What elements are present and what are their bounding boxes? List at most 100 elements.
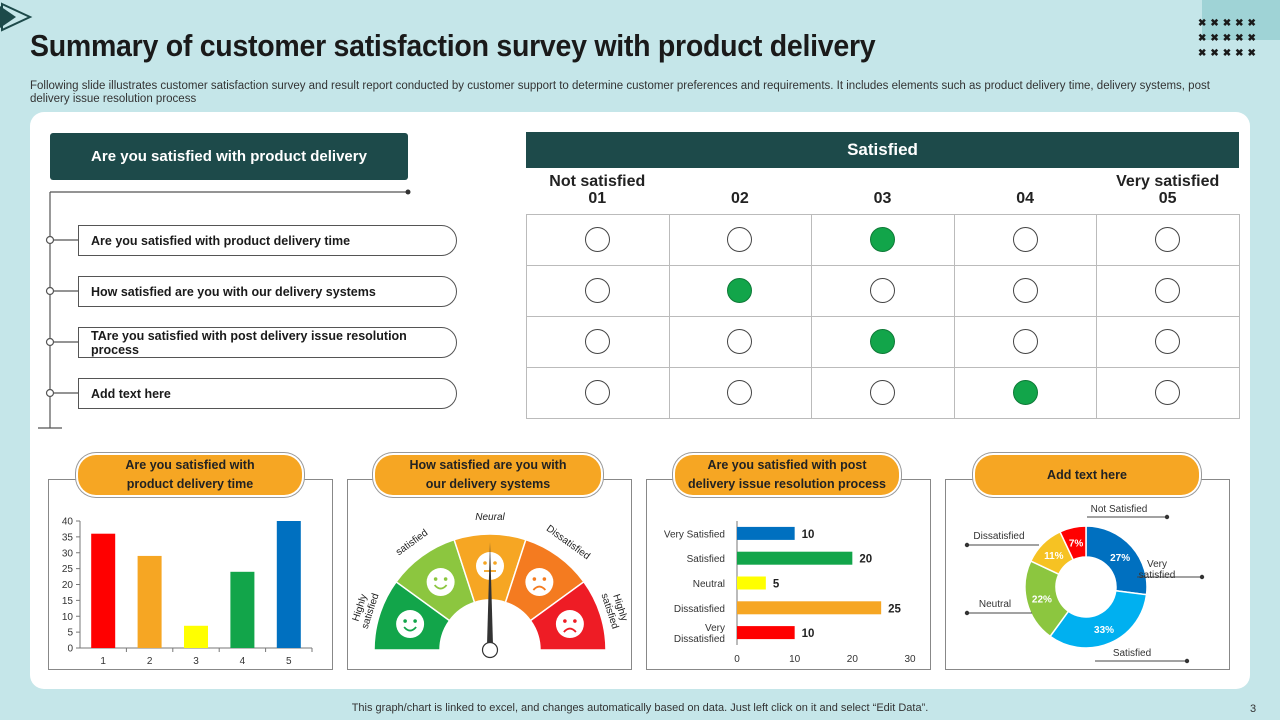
radio-selected[interactable] [1012,380,1038,405]
scale-label-text: Not satisfied [549,173,646,190]
scale-label-text: Very satisfied [1116,173,1220,190]
slice-label: Dissatisfied [973,531,1024,542]
radio-option[interactable] [727,380,753,405]
hbar-chart-pill: Are you satisfied with post delivery iss… [675,455,899,495]
x-tick-label: 4 [240,656,246,667]
x-tick-label: 5 [286,656,292,667]
category-label: Satisfied [687,554,725,565]
scale-number: 01 [588,190,607,207]
data-label: 10 [802,529,815,541]
radio-option[interactable] [1012,329,1038,354]
radio-option[interactable] [1155,380,1181,405]
radio-selected[interactable] [870,227,895,252]
horizontal-bar-chart: 10 Very Satisfied 20 Satisfied 5 Neutral 25 Dis… [664,521,916,665]
donut-chart: 27% 33% 22% 11% 7% Very satisfied Satisfied Neut… [964,504,1205,664]
radio-option[interactable] [584,278,610,303]
donut-chart-pill: Add text here [975,455,1199,495]
connector-node [45,388,55,398]
face-sad-icon [555,610,584,639]
y-tick-label: 20 [62,580,74,591]
donut-slice [1049,589,1148,649]
bar-chart-pill: Are you satisfied with product delivery … [78,455,302,495]
category-label: Neutral [693,579,725,590]
radio-option[interactable] [870,380,895,405]
question-item: Add text here [78,378,457,409]
category-label: Very Satisfied [664,529,725,540]
x-tick-label: 0 [734,654,740,665]
question-item: TAre you satisfied with post delivery is… [78,327,457,358]
radio-option[interactable] [1155,278,1181,303]
page-title: Summary of customer satisfaction survey … [30,28,876,63]
gauge-pill: How satisfied are you with our delivery … [375,455,601,495]
bar [184,625,208,648]
slice-label: Very satisfied [1139,559,1176,581]
gauge-pivot [481,641,499,659]
slice-label: Neutral [979,599,1011,610]
data-label: 5 [773,579,780,591]
category-label: Very Dissatisfied [674,623,725,645]
radio-option[interactable] [584,329,610,354]
y-tick-label: 15 [62,596,74,607]
corner-decoration [1202,0,1280,40]
y-tick-label: 25 [62,564,74,575]
satisfied-header: Satisfied [526,132,1239,168]
radio-option[interactable] [727,227,753,252]
slice-label: Satisfied [1113,648,1151,659]
x-tick-label: 30 [904,654,916,665]
face-happy-icon [396,610,425,639]
scale-label-text [955,173,1095,190]
donut-slice [1059,525,1087,561]
radio-option[interactable] [1155,329,1181,354]
gauge-needle [487,542,493,645]
radio-selected[interactable] [870,329,895,354]
page-subtitle: Following slide illustrates customer sat… [30,80,1210,105]
hbar [737,551,853,565]
hbar [737,526,795,540]
radio-option[interactable] [584,380,610,405]
connector-node [45,286,55,296]
y-tick-label: 30 [62,548,74,559]
play-arrow-icon [0,2,33,32]
slice-percent: 22% [1032,594,1052,605]
page-number: 3 [1250,703,1257,715]
bar [276,521,301,648]
hbar [737,626,795,640]
radio-option[interactable] [1012,227,1038,252]
radio-option[interactable] [870,278,895,303]
slice-percent: 27% [1110,553,1130,564]
satisfaction-gauge: HighlysatisfiedsatisfiedNeuralDissatisfi… [351,512,629,659]
x-tick-label: 10 [789,654,801,665]
y-tick-label: 0 [67,644,73,655]
data-label: 10 [802,628,815,640]
radio-option[interactable] [584,227,610,252]
data-label: 20 [859,554,872,566]
scale-label: Not satisfied 01 [527,173,667,207]
x-tick-label: 2 [147,656,153,667]
connector-node [45,337,55,347]
radio-selected[interactable] [727,278,753,303]
y-tick-label: 10 [62,612,74,623]
slice-percent: 7% [1069,539,1084,550]
scale-label-text [670,173,810,190]
radio-option[interactable] [1012,278,1038,303]
face-sad-icon [525,568,554,597]
scale-label: 03 [813,173,953,207]
radio-option[interactable] [1155,227,1181,252]
bar [91,533,116,648]
bar [230,571,255,648]
data-label: 25 [888,603,901,615]
scale-label: 02 [670,173,810,207]
slice-label: Not Satisfied [1091,504,1148,515]
survey-header: Are you satisfied with product delivery [50,133,408,180]
scale-label: 04 [955,173,1095,207]
slice-percent: 33% [1094,625,1114,636]
scale-label: Very satisfied 05 [1098,173,1238,207]
category-label: Dissatisfied [674,604,725,615]
face-happy-icon [426,568,455,597]
scale-number: 03 [873,190,892,207]
radio-option[interactable] [727,329,753,354]
question-connector-lines [38,189,411,429]
connector-node [45,235,55,245]
slice-percent: 11% [1044,551,1064,562]
hbar [737,576,766,590]
